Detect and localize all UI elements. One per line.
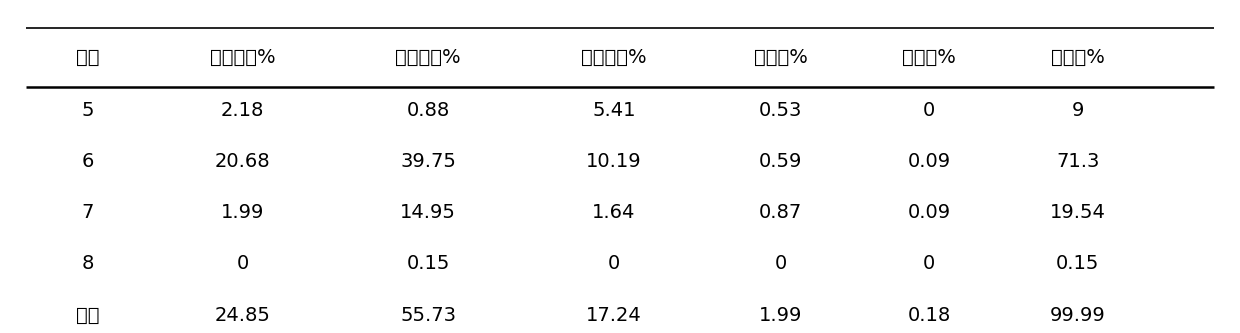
Text: 1.99: 1.99 xyxy=(221,203,264,222)
Text: 5.41: 5.41 xyxy=(591,101,636,120)
Text: 1.99: 1.99 xyxy=(759,306,802,325)
Text: 正烷烃，%: 正烷烃，% xyxy=(210,48,275,67)
Text: 0.15: 0.15 xyxy=(1056,254,1100,273)
Text: 0.18: 0.18 xyxy=(908,306,951,325)
Text: 7: 7 xyxy=(82,203,94,222)
Text: 0.53: 0.53 xyxy=(759,101,802,120)
Text: 0.59: 0.59 xyxy=(759,152,802,171)
Text: 99.99: 99.99 xyxy=(1050,306,1106,325)
Text: 芳烃，%: 芳烃，% xyxy=(903,48,956,67)
Text: 14.95: 14.95 xyxy=(401,203,456,222)
Text: 71.3: 71.3 xyxy=(1056,152,1100,171)
Text: 0.09: 0.09 xyxy=(908,203,951,222)
Text: 0.15: 0.15 xyxy=(407,254,450,273)
Text: 0.87: 0.87 xyxy=(759,203,802,222)
Text: 环烷烃，%: 环烷烃，% xyxy=(582,48,646,67)
Text: 0: 0 xyxy=(608,254,620,273)
Text: 39.75: 39.75 xyxy=(401,152,456,171)
Text: 0: 0 xyxy=(924,101,935,120)
Text: 8: 8 xyxy=(82,254,94,273)
Text: 19.54: 19.54 xyxy=(1050,203,1106,222)
Text: 55.73: 55.73 xyxy=(401,306,456,325)
Text: 碳数: 碳数 xyxy=(76,48,99,67)
Text: 20.68: 20.68 xyxy=(215,152,270,171)
Text: 5: 5 xyxy=(82,101,94,120)
Text: 烯烃，%: 烯烃，% xyxy=(754,48,807,67)
Text: 0: 0 xyxy=(924,254,935,273)
Text: 24.85: 24.85 xyxy=(215,306,270,325)
Text: 2.18: 2.18 xyxy=(221,101,264,120)
Text: 异烷烃，%: 异烷烃，% xyxy=(396,48,461,67)
Text: 17.24: 17.24 xyxy=(587,306,641,325)
Text: 10.19: 10.19 xyxy=(587,152,641,171)
Text: 0: 0 xyxy=(237,254,249,273)
Text: 6: 6 xyxy=(82,152,94,171)
Text: 累计: 累计 xyxy=(76,306,99,325)
Text: 小计，%: 小计，% xyxy=(1050,48,1105,67)
Text: 1.64: 1.64 xyxy=(593,203,636,222)
Text: 9: 9 xyxy=(1071,101,1084,120)
Text: 0: 0 xyxy=(775,254,787,273)
Text: 0.09: 0.09 xyxy=(908,152,951,171)
Text: 0.88: 0.88 xyxy=(407,101,450,120)
